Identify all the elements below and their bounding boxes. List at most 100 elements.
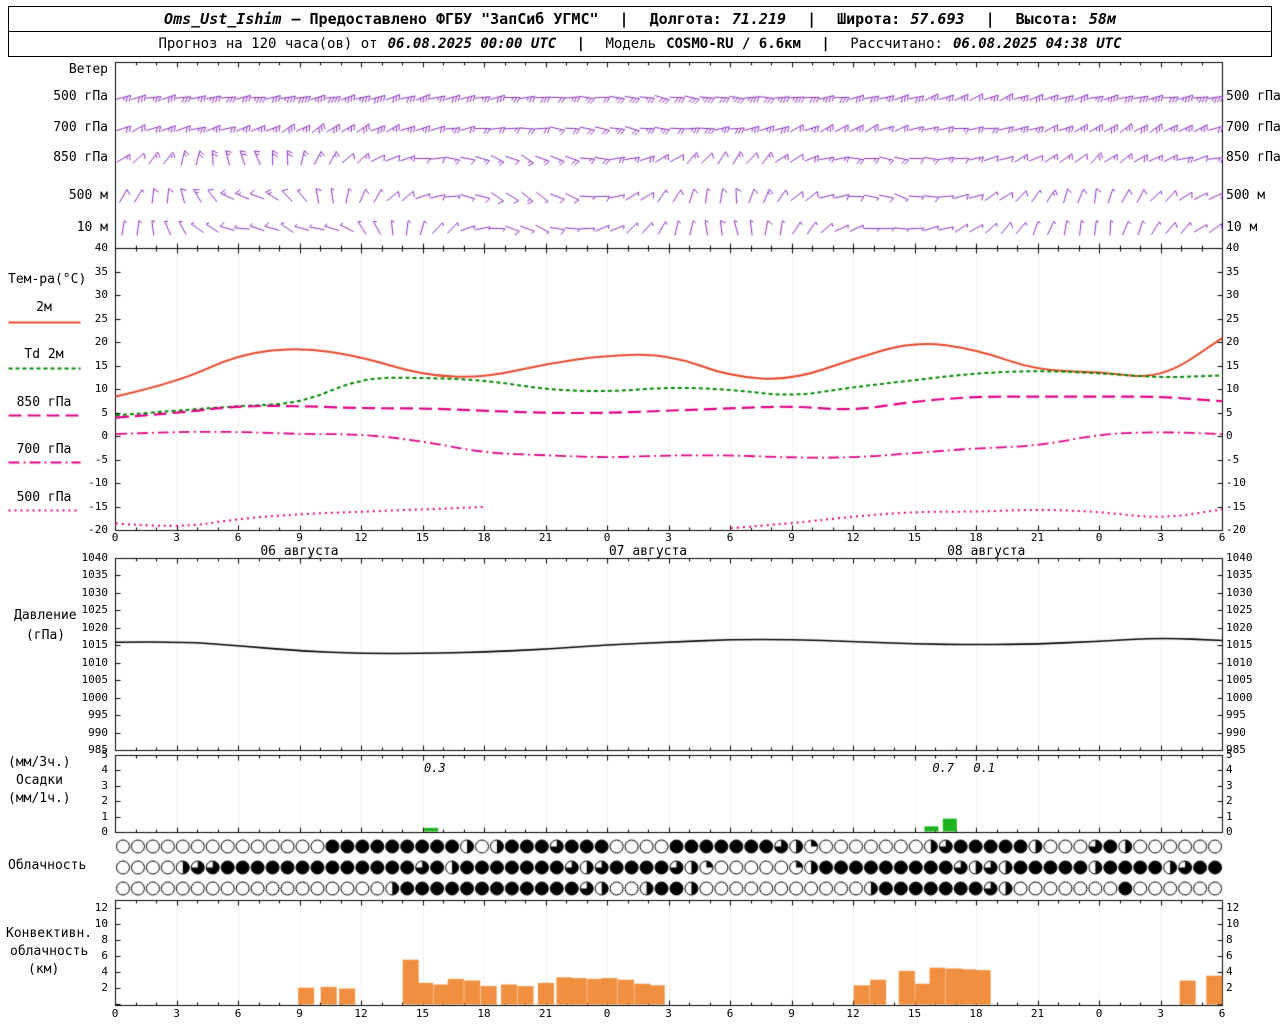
x-tick-label-mid: 6 bbox=[1218, 531, 1226, 544]
x-tick-label-mid: 21 bbox=[538, 531, 553, 544]
conv-ytick-left: 6 bbox=[101, 949, 108, 962]
wind-level-500hpa-right: 500 гПа bbox=[1226, 89, 1280, 104]
conv-ytick-right: 8 bbox=[1226, 933, 1233, 946]
calc-time: 06.08.2025 04:38 UTC bbox=[952, 36, 1122, 52]
pressure-ytick-left: 1030 bbox=[81, 585, 109, 599]
forecast-prefix: Прогноз на 120 часа(ов) от bbox=[158, 36, 378, 52]
precip-units-1h: (мм/1ч.) bbox=[8, 791, 71, 806]
precip-sum-label: 0.1 bbox=[973, 761, 996, 775]
legend-t500-label: 500 гПа bbox=[16, 490, 72, 505]
temp-ytick-right: -15 bbox=[1226, 499, 1246, 513]
longitude-value: 71.219 bbox=[731, 10, 787, 28]
temp-ytick-right: -20 bbox=[1226, 523, 1246, 536]
x-tick-label-mid: 0 bbox=[603, 531, 611, 544]
date-label: 07 августа bbox=[608, 544, 688, 559]
cloud-panel-title: Облачность bbox=[8, 858, 87, 873]
x-tick-label-bottom: 6 bbox=[1218, 1007, 1226, 1020]
x-tick-label-bottom: 21 bbox=[1030, 1007, 1045, 1020]
temp-ytick-left: 5 bbox=[101, 405, 108, 419]
temp-ytick-right: -5 bbox=[1226, 452, 1240, 466]
pressure-ytick-right: 1025 bbox=[1226, 603, 1253, 617]
separator: | bbox=[821, 36, 830, 52]
temp-ytick-left: 0 bbox=[101, 429, 108, 442]
provider-text: – Предоставлено ФГБУ "ЗапСиб УГМС" bbox=[291, 10, 599, 28]
pressure-ytick-right: 1010 bbox=[1226, 655, 1253, 669]
pressure-ytick-left: 1025 bbox=[81, 603, 109, 617]
pressure-ytick-left: 1015 bbox=[81, 638, 109, 652]
conv-panel-title-2: облачность bbox=[10, 944, 89, 959]
wind-level-850hpa-left: 850 гПа bbox=[53, 150, 108, 165]
separator: | bbox=[619, 10, 629, 28]
pressure-panel-units: (гПа) bbox=[26, 628, 66, 643]
precip-ytick-left: 2 bbox=[101, 794, 108, 808]
pressure-ytick-right: 1040 bbox=[1226, 551, 1253, 564]
x-tick-label-mid: 12 bbox=[354, 531, 368, 544]
pressure-ytick-left: 1005 bbox=[81, 673, 109, 687]
x-tick-label-mid: 6 bbox=[726, 531, 734, 544]
pressure-ytick-right: 1020 bbox=[1226, 620, 1253, 634]
x-tick-label-mid: 0 bbox=[111, 531, 119, 544]
pressure-ytick-right: 985 bbox=[1226, 743, 1246, 756]
x-tick-label-bottom: 6 bbox=[234, 1007, 242, 1020]
x-tick-label-mid: 3 bbox=[173, 531, 180, 544]
conv-ytick-right: 10 bbox=[1226, 917, 1240, 930]
latitude-value: 57.693 bbox=[910, 10, 965, 28]
x-tick-label-mid: 3 bbox=[1157, 531, 1164, 544]
x-tick-label-bottom: 18 bbox=[969, 1007, 983, 1020]
pressure-ytick-right: 1005 bbox=[1226, 673, 1253, 687]
pressure-ytick-left: 985 bbox=[88, 743, 108, 756]
x-tick-label-bottom: 0 bbox=[1095, 1007, 1103, 1020]
temp-ytick-left: 40 bbox=[94, 241, 108, 254]
legend-t700-label: 700 гПа bbox=[16, 442, 72, 457]
temp-ytick-left: 15 bbox=[94, 358, 108, 372]
x-tick-label-bottom: 18 bbox=[477, 1007, 491, 1020]
pressure-ytick-right: 1000 bbox=[1226, 690, 1253, 704]
calc-label: Рассчитано: bbox=[850, 36, 943, 52]
temp-ytick-right: 15 bbox=[1226, 358, 1240, 372]
x-tick-label-mid: 15 bbox=[415, 531, 430, 544]
conv-ytick-right: 4 bbox=[1226, 965, 1233, 978]
separator: | bbox=[807, 10, 817, 28]
conv-ytick-right: 6 bbox=[1226, 949, 1233, 962]
temp-ytick-left: 20 bbox=[94, 335, 108, 348]
temp-ytick-left: -5 bbox=[94, 452, 108, 466]
x-tick-label-mid: 21 bbox=[1030, 531, 1045, 544]
separator: | bbox=[576, 36, 586, 52]
x-tick-label-mid: 3 bbox=[665, 531, 672, 544]
conv-ytick-left: 8 bbox=[101, 933, 108, 946]
conv-ytick-right: 2 bbox=[1226, 981, 1233, 994]
precip-ytick-right: 1 bbox=[1226, 809, 1233, 823]
pressure-ytick-left: 1020 bbox=[81, 620, 109, 634]
wind-level-500m-right: 500 м bbox=[1226, 188, 1266, 203]
temp-ytick-right: 30 bbox=[1226, 288, 1240, 301]
temp-ytick-left: -20 bbox=[88, 523, 108, 536]
temp-ytick-left: 35 bbox=[94, 264, 108, 278]
precip-ytick-right: 0 bbox=[1226, 825, 1233, 838]
x-tick-label-mid: 18 bbox=[477, 531, 491, 544]
temp-ytick-right: 25 bbox=[1226, 311, 1240, 325]
conv-ytick-right: 12 bbox=[1226, 901, 1240, 914]
altitude-value: 58м bbox=[1088, 10, 1116, 28]
pressure-panel-title: Давление bbox=[14, 608, 77, 623]
precip-sum-label: 0.7 bbox=[932, 761, 955, 775]
pressure-ytick-right: 990 bbox=[1226, 725, 1246, 739]
precip-ytick-right: 4 bbox=[1226, 763, 1233, 777]
legend-t2m-label: 2м bbox=[36, 300, 52, 315]
x-tick-label-bottom: 6 bbox=[726, 1007, 734, 1020]
precip-ytick-left: 0 bbox=[101, 825, 108, 838]
precip-ytick-left: 1 bbox=[101, 809, 108, 823]
wind-level-500hpa-left: 500 гПа bbox=[53, 89, 108, 104]
x-tick-label-bottom: 15 bbox=[907, 1007, 922, 1020]
temp-ytick-left: 30 bbox=[94, 288, 108, 301]
pressure-ytick-left: 990 bbox=[88, 725, 108, 739]
x-tick-label-bottom: 9 bbox=[296, 1007, 303, 1020]
x-tick-label-bottom: 0 bbox=[603, 1007, 611, 1020]
x-tick-label-bottom: 12 bbox=[354, 1007, 368, 1020]
x-tick-label-mid: 6 bbox=[234, 531, 242, 544]
x-tick-label-mid: 15 bbox=[907, 531, 922, 544]
legend-t850-label: 850 гПа bbox=[16, 395, 72, 410]
precip-ytick-right: 2 bbox=[1226, 794, 1233, 808]
pressure-ytick-left: 995 bbox=[88, 708, 108, 722]
